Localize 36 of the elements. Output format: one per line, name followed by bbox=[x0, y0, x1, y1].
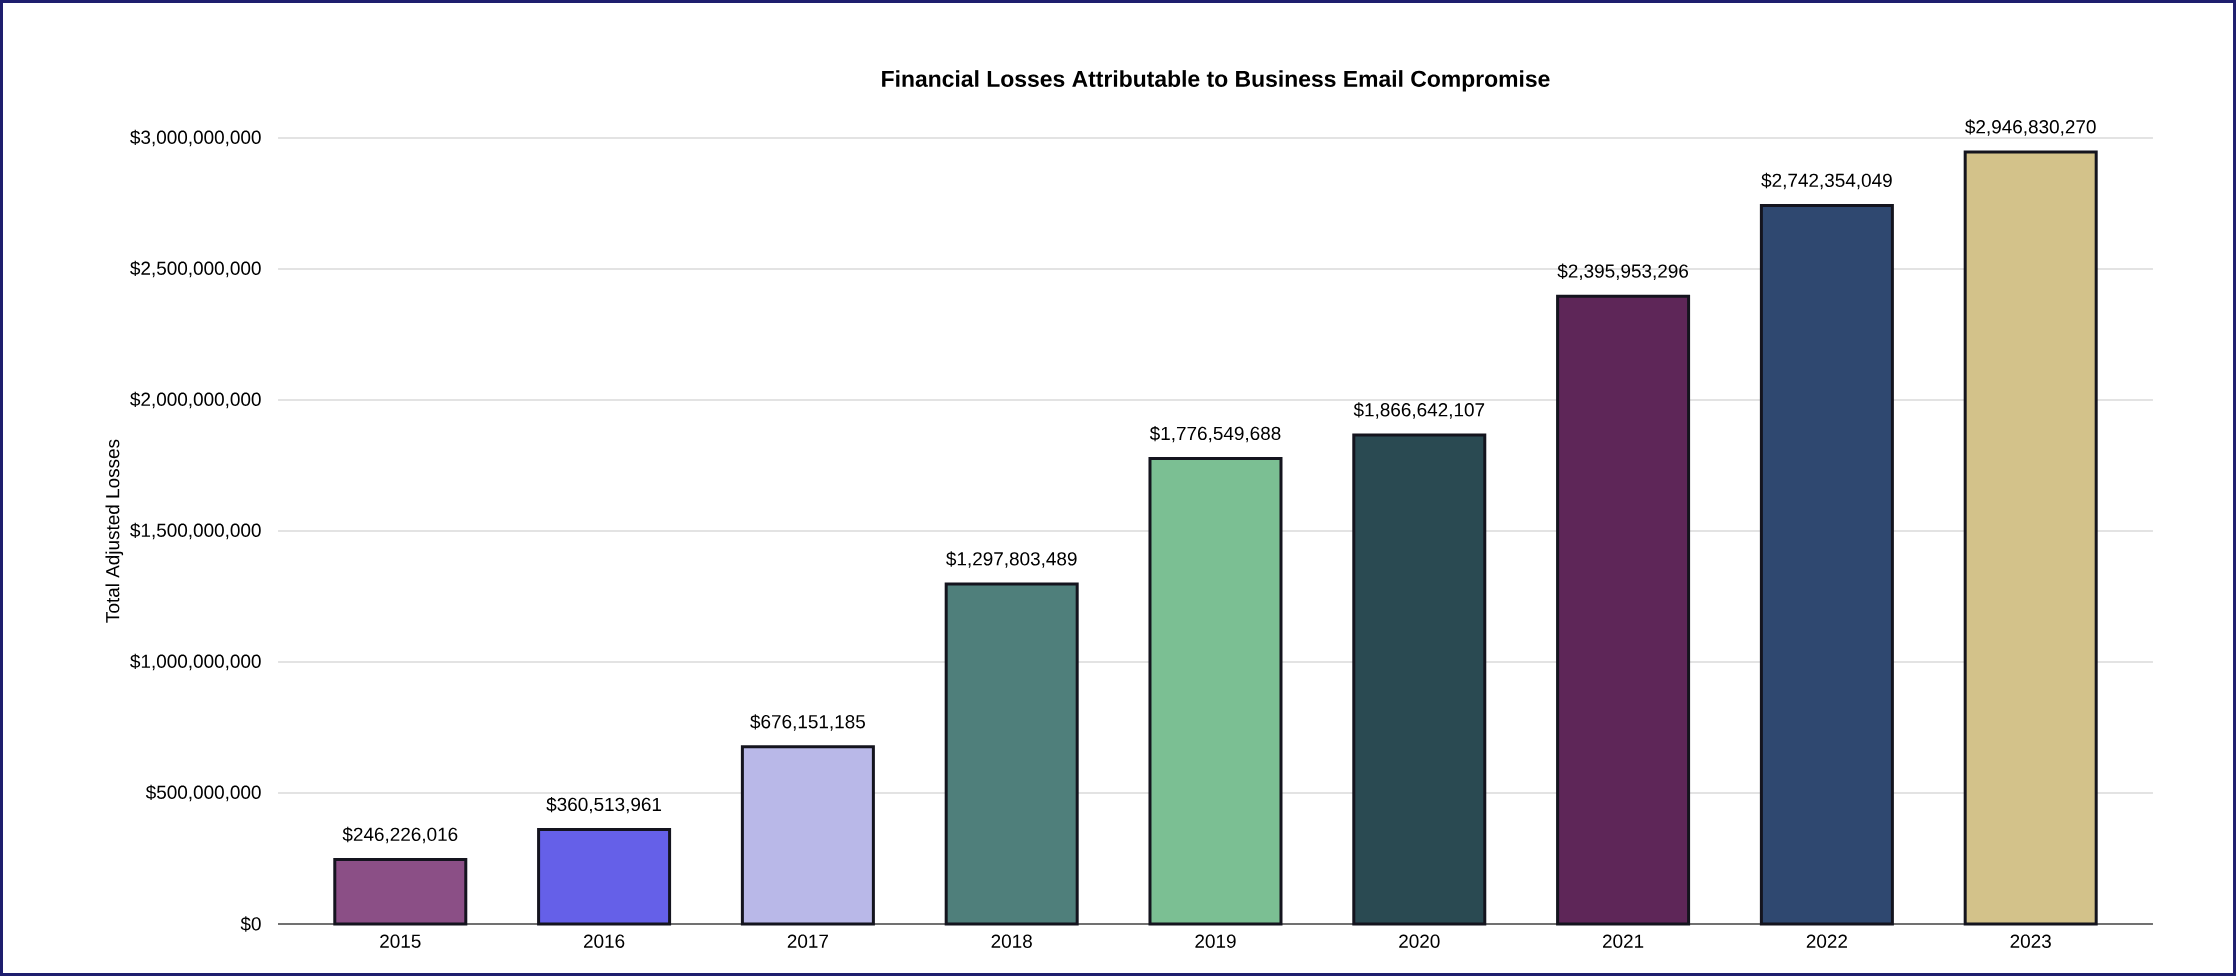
x-tick-label: 2021 bbox=[1602, 934, 1644, 948]
data-label: $1,297,803,489 bbox=[946, 551, 1077, 568]
y-axis-title: Total Adjusted Losses bbox=[105, 439, 124, 623]
bar bbox=[1963, 150, 2098, 926]
x-tick-label: 2018 bbox=[991, 934, 1032, 948]
data-label: $2,395,953,296 bbox=[1557, 263, 1689, 281]
y-tick-label: $2,500,000,000 bbox=[130, 260, 261, 278]
data-label: $1,776,549,688 bbox=[1149, 425, 1281, 443]
data-label: $2,946,830,270 bbox=[1965, 119, 2096, 136]
bar bbox=[333, 857, 468, 926]
bar bbox=[1148, 457, 1283, 926]
x-tick-label: 2019 bbox=[1195, 934, 1236, 948]
y-tick-label: $2,000,000,000 bbox=[130, 391, 261, 409]
y-tick-label: $3,000,000,000 bbox=[130, 129, 261, 147]
data-label: $246,226,016 bbox=[342, 826, 458, 844]
chart-title: Financial Losses Attributable to Business Email Compromise bbox=[882, 70, 1550, 92]
data-label: $676,151,185 bbox=[750, 714, 865, 731]
x-tick-label: 2023 bbox=[2010, 934, 2051, 948]
x-tick-label: 2020 bbox=[1399, 934, 1440, 948]
x-tick-label: 2022 bbox=[1806, 934, 1847, 948]
bar bbox=[740, 745, 875, 926]
bar bbox=[1352, 433, 1487, 926]
y-tick-label: $0 bbox=[240, 916, 261, 932]
data-label: $2,742,354,049 bbox=[1761, 172, 1892, 190]
y-tick-label: $500,000,000 bbox=[145, 784, 261, 802]
x-tick-label: 2016 bbox=[583, 934, 625, 948]
bar bbox=[944, 582, 1079, 926]
bar bbox=[1759, 203, 1894, 926]
x-tick-label: 2015 bbox=[380, 934, 421, 948]
y-tick-label: $1,500,000,000 bbox=[130, 522, 261, 540]
data-label: $360,513,961 bbox=[546, 796, 662, 814]
x-tick-label: 2017 bbox=[787, 934, 828, 948]
bar bbox=[1556, 294, 1691, 926]
y-tick-label: $1,000,000,000 bbox=[130, 653, 261, 671]
bar bbox=[537, 828, 672, 926]
data-label: $1,866,642,107 bbox=[1353, 402, 1485, 419]
